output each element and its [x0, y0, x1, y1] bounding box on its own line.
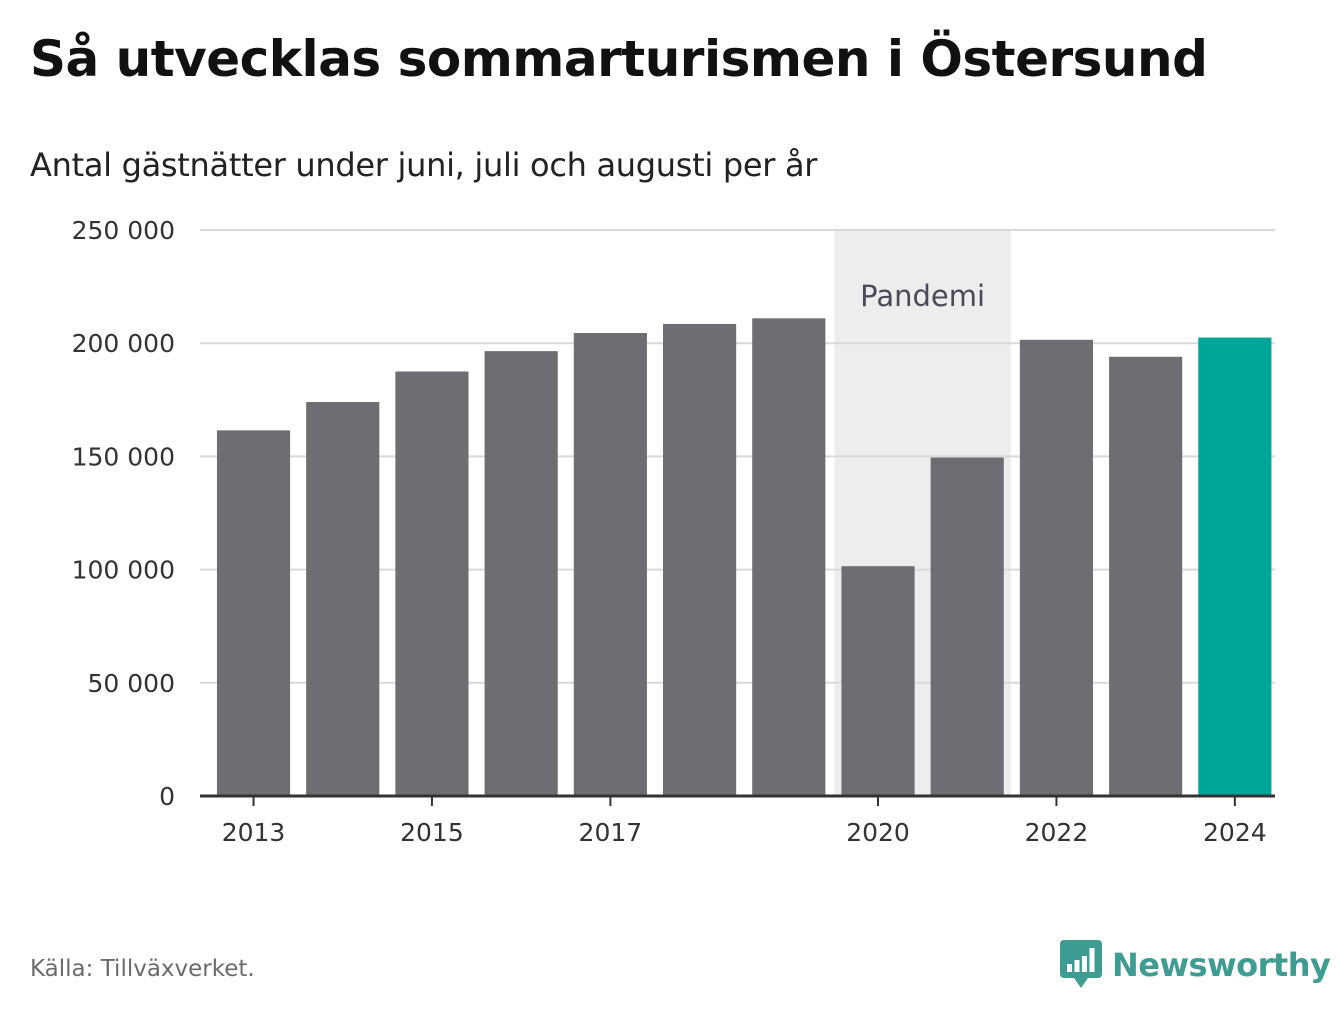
y-tick-label: 100 000	[72, 556, 175, 585]
bar-2018	[663, 323, 737, 796]
x-tick-label: 2013	[222, 818, 286, 847]
x-tick-label: 2024	[1203, 818, 1267, 847]
bar-chart: 0 50 000 100 000 150 000 200 000 250 000 2013…	[72, 216, 1275, 847]
x-tick-label: 2015	[400, 818, 464, 847]
bar-2021	[930, 457, 1004, 796]
bar-2020	[841, 566, 915, 796]
y-tick-label: 150 000	[72, 442, 175, 471]
brand-name: Newsworthy	[1112, 946, 1331, 984]
bar-2022	[1019, 339, 1094, 796]
bar-2019	[752, 318, 826, 796]
pandemic-label: Pandemi	[860, 279, 985, 313]
bar-2017	[573, 333, 647, 796]
x-tick-label: 2022	[1025, 818, 1089, 847]
newsworthy-logo-icon	[1060, 940, 1102, 988]
bar-2023	[1109, 356, 1183, 796]
bar-2016	[484, 351, 558, 796]
brand-logo: Newsworthy	[1060, 940, 1331, 990]
bar-2015	[395, 371, 469, 796]
y-tick-label: 200 000	[72, 329, 175, 358]
bar-2024	[1198, 337, 1272, 796]
chart-title: Så utvecklas sommarturismen i Östersund	[30, 30, 1208, 88]
x-tick-label: 2017	[579, 818, 643, 847]
bar-2013	[216, 430, 291, 796]
x-tick-label: 2020	[846, 818, 910, 847]
chart-subtitle: Antal gästnätter under juni, juli och au…	[30, 146, 818, 184]
y-tick-label: 50 000	[88, 669, 175, 698]
bar-2014	[306, 402, 380, 796]
y-tick-label: 0	[159, 782, 175, 811]
y-tick-label: 250 000	[72, 216, 175, 245]
source-note: Källa: Tillväxverket.	[30, 956, 255, 982]
